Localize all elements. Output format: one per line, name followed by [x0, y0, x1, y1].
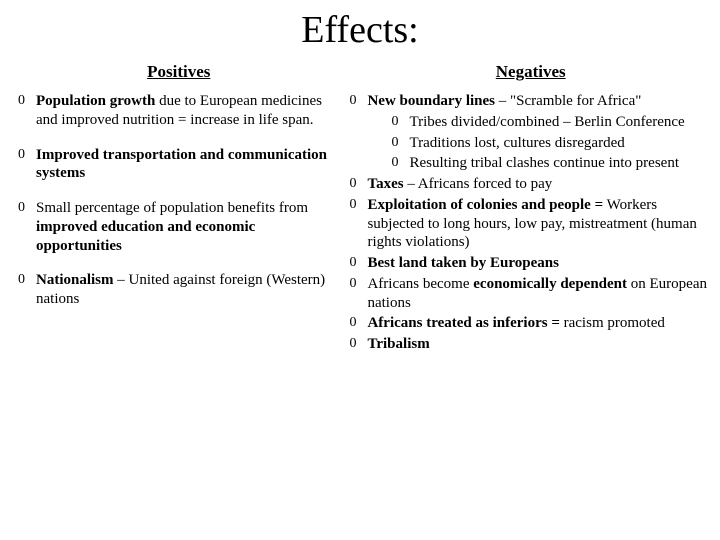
slide: Effects: Positives Population growth due…: [0, 0, 720, 540]
bold-text: Africans treated as inferiors =: [367, 315, 559, 331]
bold-text: New boundary lines: [367, 93, 495, 109]
list-item: Population growth due to European medici…: [18, 92, 339, 130]
body-text: racism promoted: [560, 315, 665, 331]
bold-text: Improved transportation and communicatio…: [36, 147, 327, 182]
bold-text: Best land taken by Europeans: [367, 255, 558, 271]
body-text: – "Scramble for Africa": [495, 93, 641, 109]
list-item: Resulting tribal clashes continue into p…: [391, 154, 712, 173]
body-text: Tribes divided/combined – Berlin Confere…: [409, 114, 684, 130]
bold-text: Population growth: [36, 93, 155, 109]
body-text: Africans become: [367, 276, 473, 292]
columns-container: Positives Population growth due to Europ…: [18, 62, 702, 356]
bold-text: Nationalism: [36, 272, 114, 288]
body-text: Traditions lost, cultures disregarded: [409, 135, 624, 151]
list-item: Small percentage of population benefits …: [18, 199, 339, 255]
list-item: Best land taken by Europeans: [349, 254, 712, 273]
negatives-list: New boundary lines – "Scramble for Afric…: [349, 92, 712, 354]
positives-column: Positives Population growth due to Europ…: [18, 62, 339, 356]
negatives-column: Negatives New boundary lines – "Scramble…: [349, 62, 712, 356]
negatives-heading: Negatives: [349, 62, 712, 82]
slide-title: Effects:: [18, 8, 702, 52]
bold-text: economically dependent: [473, 276, 627, 292]
bold-text: improved education and economic opportun…: [36, 219, 255, 254]
body-text: Resulting tribal clashes continue into p…: [409, 155, 679, 171]
bold-text: Tribalism: [367, 336, 429, 352]
bold-text: Taxes: [367, 176, 403, 192]
list-item: Exploitation of colonies and people = Wo…: [349, 196, 712, 252]
body-text: Small percentage of population benefits …: [36, 200, 308, 216]
positives-heading: Positives: [18, 62, 339, 82]
list-item: Taxes – Africans forced to pay: [349, 175, 712, 194]
list-item: Traditions lost, cultures disregarded: [391, 134, 712, 153]
list-item: New boundary lines – "Scramble for Afric…: [349, 92, 712, 173]
list-item: Tribalism: [349, 335, 712, 354]
body-text: – Africans forced to pay: [404, 176, 553, 192]
positives-list: Population growth due to European medici…: [18, 92, 339, 309]
list-item: Improved transportation and communicatio…: [18, 146, 339, 184]
list-item: Africans treated as inferiors = racism p…: [349, 314, 712, 333]
list-item: Tribes divided/combined – Berlin Confere…: [391, 113, 712, 132]
list-item: Africans become economically dependent o…: [349, 275, 712, 313]
list-item: Nationalism – United against foreign (We…: [18, 271, 339, 309]
nested-list: Tribes divided/combined – Berlin Confere…: [367, 113, 712, 173]
bold-text: Exploitation of colonies and people =: [367, 197, 603, 213]
